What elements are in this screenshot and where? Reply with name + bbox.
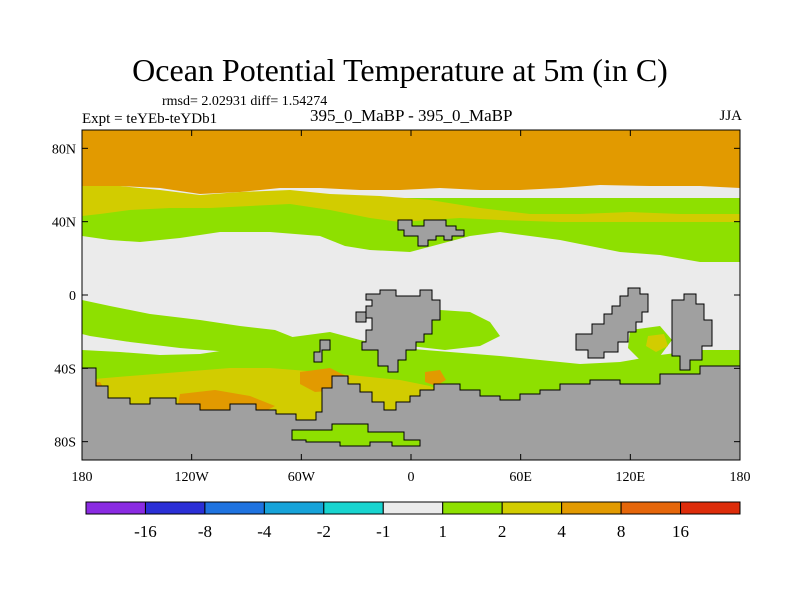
chart-title: Ocean Potential Temperature at 5m (in C) [132,52,668,88]
colorbar-label: 2 [498,522,507,541]
x-tick-label: 120E [616,470,646,485]
colorbar-box [323,501,384,515]
colorbar-box [382,501,444,515]
y-tick-label: 0 [69,289,76,304]
colorbar-box [263,501,325,515]
y-tick-label: 80S [54,436,76,451]
land-eastern-peninsula [575,287,649,359]
land-east-island [671,293,713,371]
season-label: JJA [719,108,742,124]
colorbar-box [85,501,146,515]
colorbar-label: -2 [317,522,331,541]
colorbar-label: -1 [376,522,390,541]
colorbar-box [561,501,622,515]
colorbar-label: -4 [257,522,272,541]
chart-subtitle: 395_0_MaBP - 395_0_MaBP [310,106,513,125]
colorbar-label: 8 [617,522,626,541]
colorbar: -16 -8 -4 -2 -1 1 2 4 8 16 [85,501,741,541]
southern-orange-patch-3 [425,370,446,386]
land-antarctic-inlet [291,423,421,447]
x-tick-label: 180 [730,470,751,485]
colorbar-label: -16 [134,522,157,541]
y-tick-label: 80N [52,142,76,157]
x-tick-label: 60E [509,470,532,485]
x-tick-label: 180 [72,470,93,485]
colorbar-box [144,501,206,515]
colorbar-box [442,501,503,515]
colorbar-label: 16 [672,522,689,541]
x-tick-label: 0 [408,470,415,485]
north-pacific-white [82,238,345,286]
south-pacific-green-tongue [82,300,300,352]
land-western-continent [361,289,441,373]
axes: 180 120W 60W 0 60E 120E 180 80N 40N 0 40S 80S [52,130,751,485]
land-west-coast [313,339,331,363]
rmsd-diff-stats: rmsd= 2.02931 diff= 1.54274 [162,94,328,109]
land-gondwana [82,365,740,460]
y-tick-label: 40N [52,216,76,231]
east-indian-yellow-patch [646,334,668,352]
colorbar-box [680,501,741,515]
land-north-island [397,219,465,247]
x-tick-label: 120W [175,470,210,485]
x-tick-label: 60W [288,470,316,485]
arctic-orange [82,130,740,194]
land-masses [82,219,740,460]
colorbar-label: 4 [557,522,566,541]
north-yellow-band [82,186,740,222]
colorbar-label: -8 [198,522,212,541]
colorbar-label: 1 [438,522,447,541]
colorbar-box [620,501,682,515]
y-tick-label: 40S [54,362,76,377]
experiment-label: Expt = teYEb-teYDb1 [82,111,218,127]
colorbar-box [204,501,265,515]
colorbar-box [501,501,563,515]
land-small-isle [355,311,367,323]
